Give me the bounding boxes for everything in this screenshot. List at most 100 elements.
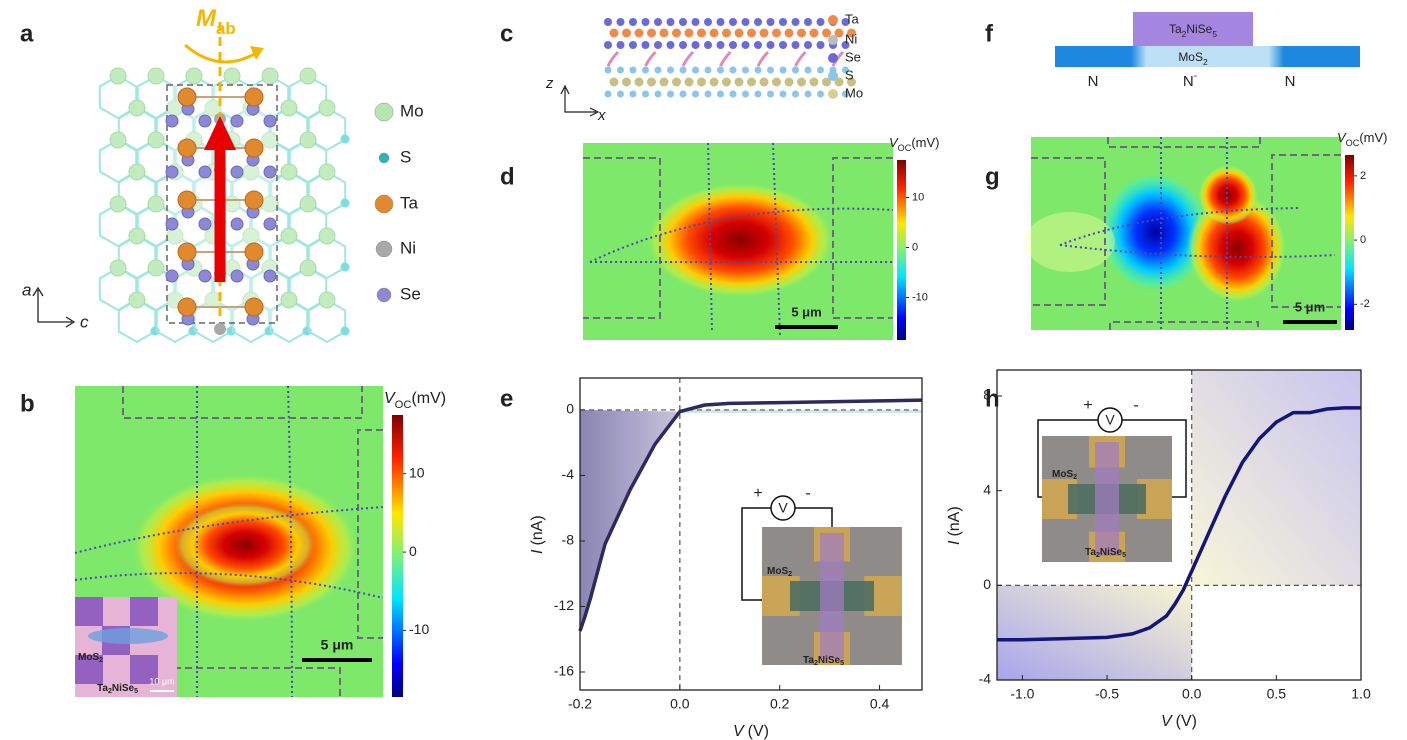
legend-swatch xyxy=(828,53,838,63)
se-atom xyxy=(741,18,750,26)
s-atom xyxy=(804,90,812,98)
ta-atom xyxy=(177,87,197,107)
s-atom xyxy=(629,90,637,98)
lattice-hexagon xyxy=(269,298,309,344)
se-atom xyxy=(754,18,762,26)
inset-label: Ta2NiSe5 xyxy=(97,683,138,696)
inset-label: MoS2 xyxy=(1052,469,1077,482)
mo-atom xyxy=(318,163,336,181)
se-atom xyxy=(754,41,762,49)
y-tick-label: 0 xyxy=(983,576,991,592)
colorbar-label: VOC(mV) xyxy=(889,135,939,153)
y-tick-label: -8 xyxy=(562,532,575,548)
legend-swatch xyxy=(375,240,393,258)
inset-label: Ta2NiSe5 xyxy=(1085,547,1126,560)
x-tick-label: 0.0 xyxy=(1182,686,1202,702)
mo-atom xyxy=(609,77,619,87)
y-tick-label: 8 xyxy=(983,387,991,403)
text-part: 5 xyxy=(1122,552,1126,559)
se-atom xyxy=(691,41,700,49)
legend-label: Mo xyxy=(400,101,424,120)
s-atom xyxy=(817,90,824,98)
ta-atom xyxy=(244,190,264,210)
legend-swatch xyxy=(374,102,394,122)
circuit-label: + xyxy=(753,485,762,502)
mo-atom xyxy=(128,163,146,181)
se-atom xyxy=(679,18,687,26)
text-part: NiSe xyxy=(1186,22,1212,36)
se-atom xyxy=(666,18,675,26)
ta2nise5-flake xyxy=(1095,442,1119,556)
ta-atom xyxy=(834,28,844,38)
mos2-layer xyxy=(1055,46,1360,67)
flake xyxy=(88,628,168,644)
mo-atom xyxy=(318,291,336,309)
mo-atom xyxy=(261,131,279,149)
mo-atom xyxy=(280,163,298,181)
s-atom xyxy=(679,66,687,74)
legend-swatch xyxy=(374,194,394,214)
inset-label: MoS2 xyxy=(767,566,792,579)
circuit-label: - xyxy=(805,485,810,502)
plot-frame xyxy=(579,377,923,691)
ta-atom xyxy=(177,190,197,210)
ta-atom xyxy=(722,28,731,38)
mo-atom xyxy=(299,259,317,277)
text-part: MoS xyxy=(1052,469,1073,480)
ta2nise5-flake xyxy=(820,533,844,659)
se-atom xyxy=(791,18,800,26)
legend-label: Mo xyxy=(845,85,863,100)
circuit-label: + xyxy=(1083,397,1092,414)
ta-atom xyxy=(647,28,656,38)
circuit-wire xyxy=(741,507,833,601)
se-atom xyxy=(198,269,212,283)
charge-transfer xyxy=(719,50,732,67)
se-atom xyxy=(629,18,637,26)
text-part: OC xyxy=(898,143,912,153)
mo-atom xyxy=(185,67,203,85)
text-part: Ta xyxy=(1085,547,1096,558)
mo-atom xyxy=(109,259,127,277)
se-atom xyxy=(263,217,277,231)
text-part: (V) xyxy=(1176,713,1197,730)
legend-label: Ni xyxy=(845,31,857,46)
se-atom xyxy=(629,41,637,49)
electrode-pad xyxy=(130,655,158,684)
mo-atom xyxy=(128,291,146,309)
text-part: 2 xyxy=(1203,57,1208,67)
se-atom xyxy=(263,114,277,128)
mo-atom xyxy=(147,259,165,277)
ta-atom xyxy=(177,138,197,158)
s-atom xyxy=(779,66,787,74)
x-tick-label: 0.5 xyxy=(1267,686,1287,702)
se-atom xyxy=(816,41,825,49)
y-tick-label: -4 xyxy=(562,466,575,482)
se-atom xyxy=(841,18,850,26)
inset-scale-label: 10 μm xyxy=(149,676,174,686)
x-tick-label: 1.0 xyxy=(1351,686,1371,702)
ta-atom xyxy=(634,28,644,38)
text-part: (mV) xyxy=(411,390,446,407)
mo-atom xyxy=(280,227,298,245)
mo-atom xyxy=(747,77,756,87)
s-atom xyxy=(340,134,350,144)
legend-label: S xyxy=(845,67,854,82)
legend-label: Ni xyxy=(400,238,416,257)
signal-region xyxy=(1187,193,1287,303)
voltmeter xyxy=(770,495,796,521)
text-part: V xyxy=(889,135,899,150)
mo-atom xyxy=(722,77,731,87)
text-part: (mV) xyxy=(911,135,939,150)
text-part: (nA) xyxy=(529,515,546,545)
s-atom xyxy=(667,90,674,98)
mo-atom xyxy=(128,99,146,117)
charge-transfer xyxy=(794,50,807,67)
se-atom xyxy=(604,18,612,26)
mo-atom xyxy=(147,67,165,85)
heterostructure-side-view xyxy=(604,18,856,98)
text-part: OC xyxy=(1346,138,1360,148)
text-part: 2 xyxy=(1073,474,1077,481)
circuit-label: V xyxy=(1105,412,1115,428)
text-part: OC xyxy=(395,399,412,411)
